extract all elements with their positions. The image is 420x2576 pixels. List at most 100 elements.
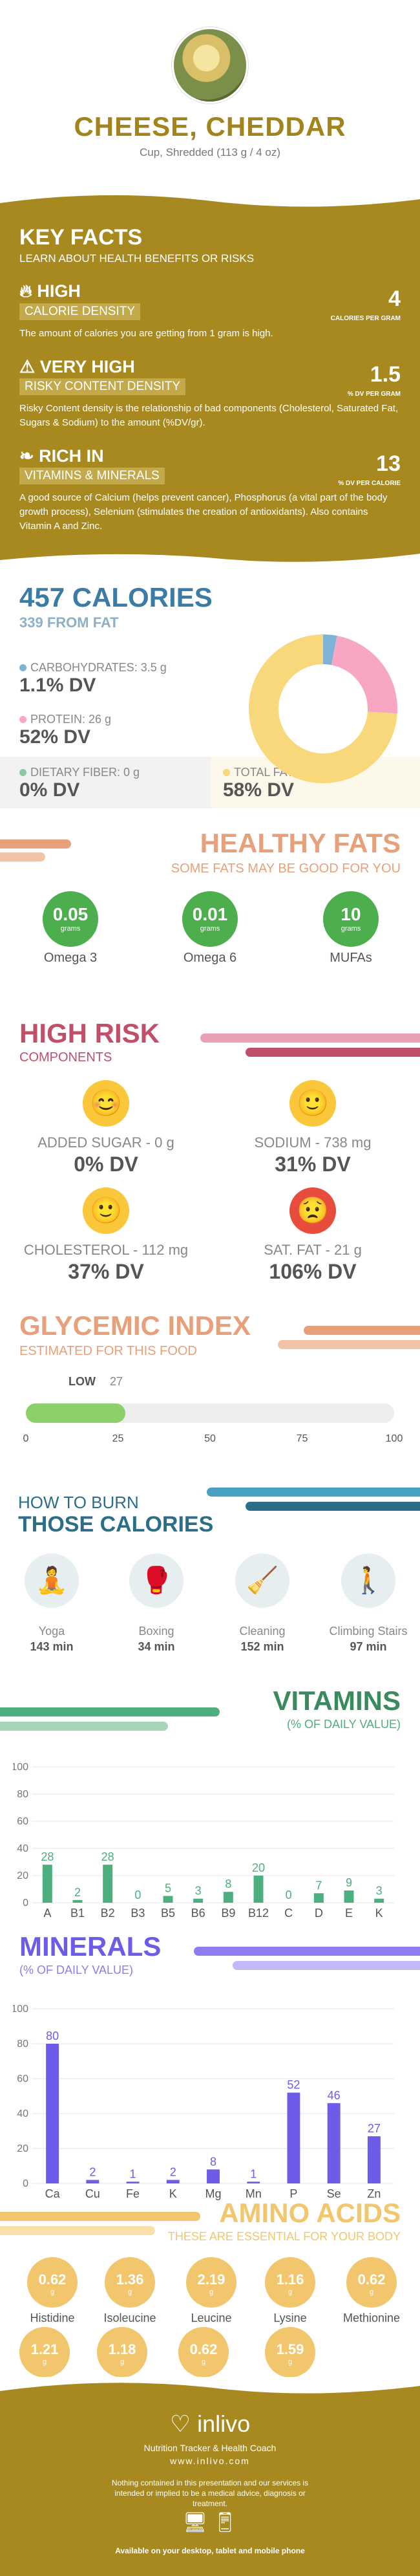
amino-label: Isoleucine — [103, 2311, 156, 2324]
decor-stripe — [0, 852, 45, 861]
amino-value: 2.19 — [197, 2271, 226, 2288]
burn-title: HOW TO BURN — [18, 1493, 139, 1512]
nutrient-value: 58% DV — [223, 779, 295, 801]
fact-label: CALORIE DENSITY — [19, 303, 141, 320]
bar-value-label: 5 — [165, 1882, 171, 1895]
food-title: CHEESE, CHEDDAR — [74, 111, 346, 142]
bar-Fe — [126, 2181, 140, 2183]
amino-value: 1.21 — [30, 2341, 59, 2357]
bar-D — [313, 1893, 324, 1903]
vitamins-subtitle: (% OF DAILY VALUE) — [286, 1718, 401, 1731]
gi-value: 27 — [110, 1375, 123, 1388]
minerals-title: MINERALS — [19, 1931, 162, 1962]
healthy-fats-subtitle: SOME FATS MAY BE GOOD FOR YOU — [171, 861, 401, 876]
fact-badge: VERY HIGH — [39, 357, 135, 376]
bar-B1 — [72, 1900, 83, 1903]
y-tick: 60 — [17, 1816, 28, 1827]
x-tick: D — [315, 1907, 323, 1920]
bar-value-label: 27 — [368, 2122, 381, 2135]
nutrient-value: 0% DV — [19, 779, 80, 801]
amino-bubble: 1.59 g — [265, 2327, 315, 2377]
cleaning-icon: 🧹 — [235, 1553, 289, 1608]
fact-value: 4 — [388, 287, 401, 311]
amino-unit: g — [42, 2358, 47, 2366]
amino-unit: g — [127, 2288, 132, 2296]
decor-stripe — [194, 1947, 420, 1956]
amino-label: Lysine — [273, 2311, 307, 2324]
fact-vitamins-minerals: ❧ RICH IN VITAMINS & MINERALS 13 % DV PE… — [19, 446, 401, 534]
gi-tick: 0 — [23, 1433, 29, 1444]
nutrient-carbs: CARBOHYDRATES: 3.5 g 1.1% DV — [19, 661, 167, 697]
gi-tick: 25 — [112, 1433, 124, 1444]
legend-dot — [19, 769, 26, 776]
bar-value-label: 20 — [252, 1861, 265, 1874]
bar-value-label: 2 — [74, 1886, 81, 1899]
amino-value: 1.16 — [276, 2271, 304, 2288]
gi-tick: 75 — [296, 1433, 308, 1444]
bar-B12 — [253, 1876, 264, 1903]
fire-icon: 🔥︎ — [19, 281, 32, 301]
legend-dot — [223, 769, 230, 776]
x-tick: B6 — [191, 1907, 205, 1920]
fat-unit: grams — [341, 925, 361, 933]
bar-B5 — [163, 1896, 173, 1903]
fact-value: 1.5 — [370, 362, 401, 387]
fat-bubble-omega6: 0.01 grams — [182, 891, 238, 947]
y-tick: 0 — [23, 2178, 28, 2189]
burn-value: 34 min — [138, 1640, 175, 1653]
decor-stripe — [0, 2212, 200, 2221]
x-tick: A — [43, 1907, 51, 1920]
gi-tick: 50 — [204, 1433, 216, 1444]
fact-badge: RICH IN — [39, 446, 104, 466]
bar-value-label: 9 — [346, 1876, 352, 1889]
x-tick: Fe — [126, 2187, 140, 2200]
fact-unit: % DV PER CALORIE — [338, 480, 401, 487]
calories-from-fat: 339 FROM FAT — [19, 614, 119, 631]
fact-unit: % DV PER GRAM — [347, 391, 401, 398]
y-tick: 100 — [13, 1762, 28, 1773]
burn-value: 97 min — [350, 1640, 387, 1653]
bar-value-label: 3 — [195, 1885, 202, 1898]
x-tick: Mg — [205, 2187, 221, 2200]
y-tick: 40 — [17, 1843, 28, 1854]
amino-value: 1.18 — [108, 2341, 136, 2357]
bar-value-label: 2 — [170, 2166, 176, 2179]
amino-bubble: 1.16 g — [265, 2257, 315, 2308]
nutrient-protein: PROTEIN: 26 g 52% DV — [19, 713, 111, 748]
bar-value-label: 28 — [41, 1850, 54, 1863]
donut-slice-carbs — [322, 634, 337, 666]
calories-title: 457 CALORIES — [19, 582, 213, 612]
decor-stripe — [0, 1707, 220, 1716]
amino-bubble: 0.62 g — [346, 2257, 397, 2308]
decor-stripe — [233, 1961, 420, 1970]
macro-donut-chart — [249, 634, 397, 783]
fact-label: RISKY CONTENT DENSITY — [19, 378, 186, 395]
y-tick: 20 — [17, 2143, 28, 2154]
stairs-icon: 🚶 — [341, 1553, 395, 1608]
amino-unit: g — [288, 2358, 293, 2366]
bar-K — [166, 2180, 180, 2183]
x-tick: B1 — [70, 1907, 85, 1920]
bar-value-label: 28 — [101, 1850, 114, 1863]
risk-label: SAT. FAT - 21 g — [264, 1242, 362, 1258]
amino-value: 0.62 — [357, 2271, 386, 2288]
bar-Ca — [46, 2044, 59, 2183]
x-tick: Zn — [367, 2187, 381, 2200]
decor-stripe — [207, 1488, 420, 1497]
bar-Se — [327, 2103, 341, 2183]
brand-name: inlivo — [197, 2410, 251, 2437]
amino-value: 1.59 — [276, 2341, 304, 2357]
burn-label: Cleaning — [239, 1625, 286, 1638]
fat-bubble-mufas: 10 grams — [323, 891, 379, 947]
fat-value: 0.05 — [52, 904, 89, 924]
bar-value-label: 46 — [328, 2089, 341, 2102]
legend-dot — [19, 664, 26, 671]
disclaimer: Nothing contained in this presentation a… — [111, 2478, 309, 2508]
brand-tagline: Nutrition Tracker & Health Coach — [143, 2443, 277, 2453]
high-risk-subtitle: COMPONENTS — [19, 1050, 112, 1065]
risk-label: ADDED SUGAR - 0 g — [37, 1134, 174, 1151]
brand-url[interactable]: www.inlivo.com — [170, 2456, 250, 2466]
gi-fill — [26, 1403, 125, 1423]
yoga-icon: 🧘 — [25, 1553, 79, 1608]
nutrient-fiber: DIETARY FIBER: 0 g 0% DV — [19, 766, 140, 801]
